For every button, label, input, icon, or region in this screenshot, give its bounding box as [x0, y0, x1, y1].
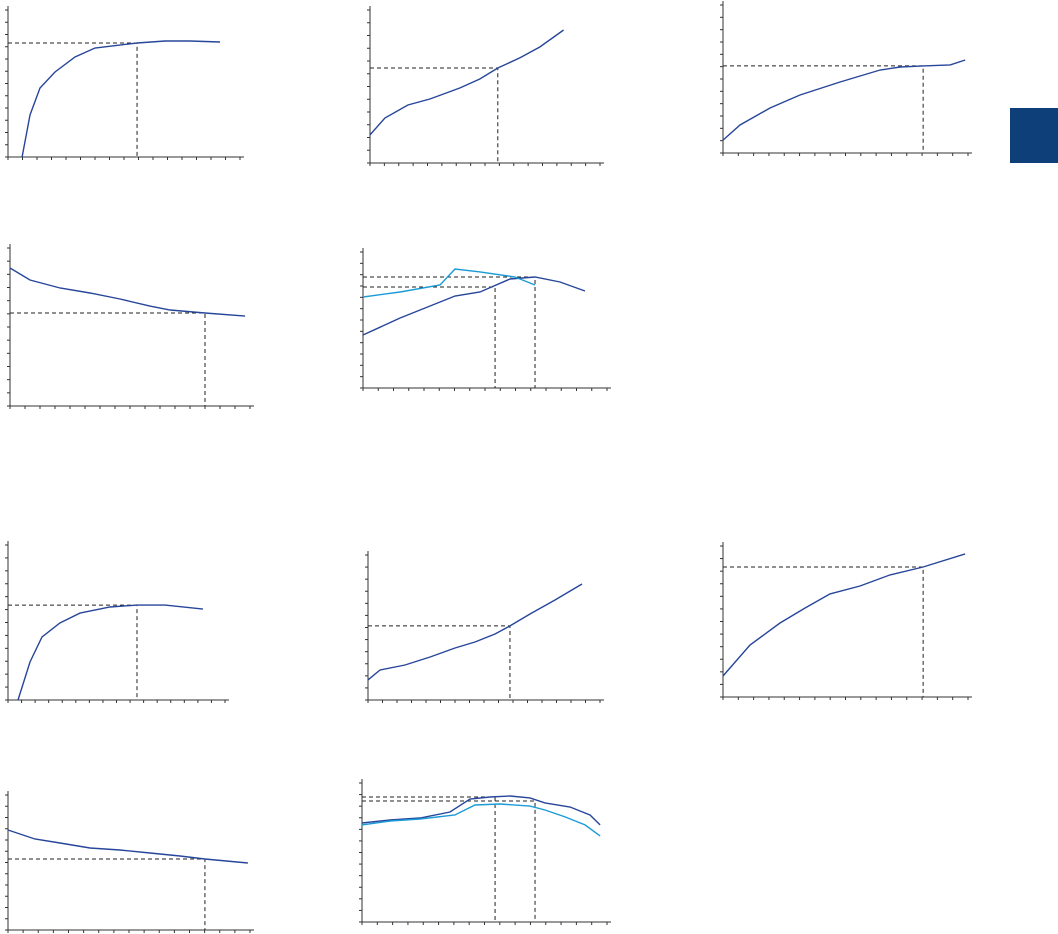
- reference-line: [8, 604, 138, 700]
- data-line: [362, 276, 586, 336]
- chart: [359, 779, 611, 925]
- chart: [365, 551, 604, 703]
- data-line: [17, 604, 204, 701]
- reference-line: [8, 42, 138, 157]
- data-line: [369, 29, 565, 136]
- chart: [360, 248, 611, 391]
- chart: [720, 1, 972, 156]
- data-line: [361, 803, 601, 837]
- reference-line: [363, 286, 496, 388]
- chart: [5, 541, 229, 703]
- data-line: [722, 59, 966, 141]
- data-line: [362, 268, 536, 298]
- data-line: [7, 829, 248, 864]
- chart: [720, 542, 972, 700]
- reference-line: [8, 858, 206, 930]
- side-tab: [1010, 108, 1058, 163]
- chart: [7, 244, 254, 409]
- data-line: [361, 795, 601, 826]
- reference-line: [723, 566, 924, 697]
- chart: [5, 6, 244, 160]
- reference-line: [363, 276, 536, 388]
- reference-line: [362, 800, 536, 922]
- data-line: [367, 583, 583, 681]
- reference-line: [10, 312, 206, 406]
- chart: [5, 791, 254, 933]
- reference-line: [723, 65, 924, 153]
- data-line: [722, 553, 966, 677]
- data-line: [9, 267, 246, 317]
- chart: [367, 6, 604, 166]
- data-line: [21, 40, 221, 158]
